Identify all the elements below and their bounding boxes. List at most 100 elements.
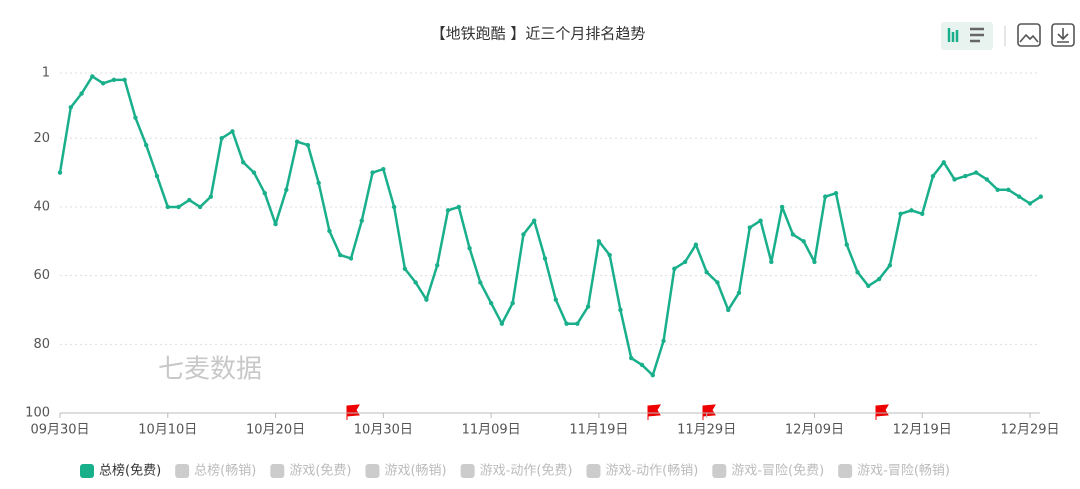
data-point: [736, 290, 742, 295]
y-tick-label: 80: [33, 337, 50, 352]
x-tick-label: 12月09日: [785, 423, 844, 438]
x-tick-label: 10月10日: [138, 423, 197, 438]
data-point: [445, 208, 451, 213]
bar-icon[interactable]: [947, 28, 959, 42]
toolbar[interactable]: [941, 22, 1075, 50]
data-point: [715, 280, 720, 285]
data-point: [187, 197, 192, 203]
data-point: [876, 276, 882, 282]
data-point: [467, 245, 472, 251]
data-point: [316, 180, 321, 186]
x-tick-label: 12月29日: [1000, 423, 1059, 438]
data-point: [154, 173, 160, 179]
chart-title: 【地铁跑酷 】近三个月排名趋势: [431, 25, 646, 43]
x-tick-label: 09月30日: [30, 423, 89, 438]
data-point: [273, 221, 278, 227]
legend-item[interactable]: 游戏(免费): [270, 464, 351, 479]
data-point: [435, 263, 440, 268]
data-point: [779, 204, 785, 210]
data-point: [348, 256, 354, 261]
legend-swatch: [460, 464, 475, 478]
data-point: [402, 266, 408, 271]
data-point: [920, 211, 925, 217]
data-point: [90, 74, 95, 79]
data-point: [639, 362, 645, 368]
image-icon[interactable]: [1017, 23, 1041, 47]
data-point: [219, 136, 224, 141]
data-point: [704, 269, 709, 275]
data-point: [553, 297, 558, 302]
legend-label: 游戏(畅销): [384, 464, 446, 479]
data-point: [855, 269, 860, 275]
data-point: [790, 232, 796, 237]
data-point: [984, 177, 990, 182]
data-point: [618, 307, 623, 313]
legend-swatch: [80, 464, 94, 478]
data-point: [607, 252, 612, 258]
data-point: [866, 283, 871, 289]
data-point: [769, 259, 774, 265]
data-point: [596, 239, 602, 244]
data-point: [122, 77, 127, 83]
data-point: [564, 321, 569, 326]
data-point: [284, 187, 289, 192]
legend-swatch: [270, 464, 285, 478]
legend-item[interactable]: 游戏-冒险(免费): [712, 464, 824, 479]
data-point: [327, 228, 332, 234]
data-point: [672, 266, 677, 271]
data-point: [338, 252, 343, 258]
data-point: [294, 139, 300, 144]
series-line: [58, 75, 1042, 377]
data-point: [488, 300, 494, 306]
data-point: [262, 191, 267, 196]
legend-item[interactable]: 总榜(畅销): [175, 463, 256, 479]
download-glyph: [1057, 28, 1069, 43]
data-point: [823, 194, 828, 199]
data-point: [758, 218, 763, 223]
data-point: [1027, 201, 1033, 206]
y-tick-label: 100: [25, 406, 50, 421]
legend-swatch: [712, 464, 727, 478]
x-tick-label: 10月20日: [246, 423, 305, 438]
legend-label: 总榜(畅销): [194, 463, 256, 479]
legend-label: 总榜(免费): [99, 463, 161, 479]
x-tick-label: 11月09日: [462, 423, 521, 438]
data-point: [973, 170, 979, 175]
data-point: [133, 115, 138, 120]
image-icon-glyph: [1019, 33, 1039, 43]
data-point: [532, 218, 537, 223]
legend-item[interactable]: 总榜(免费): [80, 463, 161, 479]
list-icon[interactable]: [970, 27, 984, 43]
data-point: [176, 204, 181, 210]
data-point: [521, 232, 526, 237]
data-point: [424, 297, 429, 302]
legend-swatch: [838, 464, 853, 478]
data-point: [208, 194, 214, 199]
x-tick-label: 12月19日: [893, 423, 952, 438]
data-point: [629, 355, 634, 361]
data-point: [413, 280, 418, 285]
data-point: [165, 204, 170, 210]
legend-item[interactable]: 游戏-冒险(畅销): [838, 464, 950, 479]
data-point: [1038, 194, 1043, 199]
y-tick-label: 1: [42, 66, 50, 81]
data-point: [499, 321, 505, 326]
data-point: [305, 142, 311, 148]
legend-item[interactable]: 游戏-动作(畅销): [586, 464, 698, 479]
data-point: [100, 81, 106, 86]
data-point: [682, 259, 688, 265]
legend-label: 游戏-冒险(畅销): [857, 464, 950, 479]
data-point: [111, 77, 117, 83]
data-point: [963, 173, 968, 179]
legend-swatch: [175, 464, 190, 478]
data-point: [79, 91, 84, 96]
data-point: [456, 204, 461, 210]
data-point: [833, 191, 839, 196]
legend-item[interactable]: 游戏-动作(免费): [460, 464, 573, 479]
legend-item[interactable]: 游戏(畅销): [365, 464, 447, 479]
download-icon[interactable]: [1051, 23, 1075, 47]
watermark: 七麦数据: [158, 355, 262, 385]
data-point: [844, 242, 849, 247]
legend-label: 游戏-动作(畅销): [605, 464, 698, 479]
